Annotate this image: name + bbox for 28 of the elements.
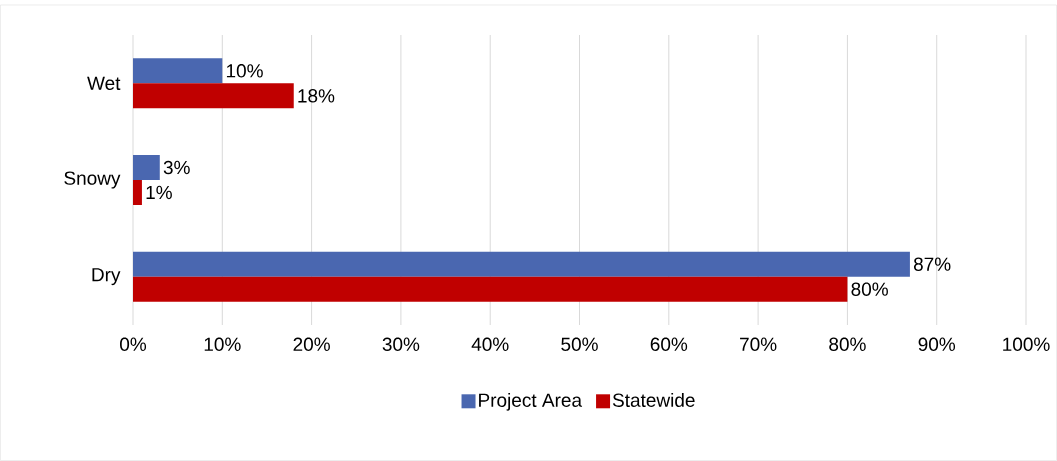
bar — [133, 155, 160, 180]
x-tick-label: 40% — [471, 337, 509, 351]
x-tick-label: 60% — [650, 337, 688, 351]
data-label: 87% — [913, 257, 951, 271]
y-tick-label: Wet — [87, 76, 121, 90]
legend-label: Statewide — [612, 392, 695, 407]
x-tick-label: 100% — [1003, 337, 1050, 351]
legend-label: Project Area — [479, 392, 583, 411]
data-label: 10% — [226, 64, 263, 78]
bar — [133, 180, 142, 205]
x-tick-label: 50% — [561, 337, 598, 351]
x-tick-label: 30% — [382, 337, 420, 351]
data-label: 18% — [298, 89, 335, 103]
bar — [133, 276, 848, 302]
y-tick-label: Snowy — [64, 171, 121, 189]
x-tick-label: 80% — [829, 337, 866, 351]
x-tick-label: 20% — [293, 337, 330, 351]
data-label: 1% — [146, 185, 172, 200]
x-tick-label: 70% — [740, 337, 777, 351]
x-tick-label: 10% — [204, 337, 241, 351]
data-label: 3% — [163, 160, 190, 175]
x-tick-label: 0% — [120, 337, 147, 351]
data-label: 80% — [851, 282, 888, 296]
bar — [133, 83, 294, 109]
x-tick-label: 90% — [918, 337, 956, 351]
bar — [133, 58, 223, 84]
y-tick-label: Dry — [92, 268, 121, 286]
bar — [133, 251, 910, 277]
